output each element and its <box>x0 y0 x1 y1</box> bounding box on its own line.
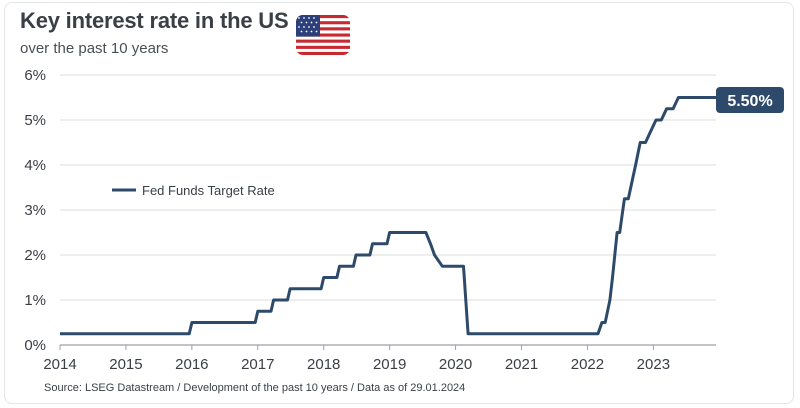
x-tick-label: 2019 <box>373 356 406 373</box>
end-value-label: 5.50% <box>727 93 772 110</box>
series-lines <box>60 96 716 336</box>
x-tick-label: 2022 <box>571 356 604 373</box>
x-tick-label: 2018 <box>307 356 340 373</box>
x-tick-label: 2016 <box>175 356 208 373</box>
y-tick-label: 1% <box>24 292 46 309</box>
x-tick-label: 2014 <box>43 356 76 373</box>
source-note: Source: LSEG Datastream / Development of… <box>44 382 466 394</box>
series-line-fed-funds-target-rate <box>60 96 716 336</box>
y-tick-label: 3% <box>24 202 46 219</box>
end-value-callout: 5.50% <box>716 87 784 113</box>
legend-label: Fed Funds Target Rate <box>142 183 275 198</box>
end-value-badge <box>716 87 784 113</box>
grid-lines <box>60 74 716 346</box>
x-tick-label: 2021 <box>505 356 538 373</box>
chart-card <box>4 2 794 404</box>
y-tick-label: 5% <box>24 112 46 129</box>
us-flag-icon <box>296 15 350 55</box>
x-tick-label: 2023 <box>637 356 670 373</box>
y-tick-labels: 0% 1% 2% 3% 4% 5% 6% <box>24 67 46 354</box>
y-tick-label: 4% <box>24 157 46 174</box>
chart-subtitle: over the past 10 years <box>20 40 169 57</box>
x-tick-labels: 2014 2015 2016 2017 2018 2019 2020 2021 2022 2023 <box>43 345 670 373</box>
y-tick-label: 6% <box>24 67 46 84</box>
y-tick-label: 2% <box>24 247 46 264</box>
y-tick-label: 0% <box>24 337 46 354</box>
legend: Fed Funds Target Rate <box>112 183 275 198</box>
x-tick-label: 2015 <box>109 356 142 373</box>
x-tick-label: 2017 <box>241 356 274 373</box>
chart-title: Key interest rate in the US <box>20 8 289 33</box>
x-tick-label: 2020 <box>439 356 472 373</box>
